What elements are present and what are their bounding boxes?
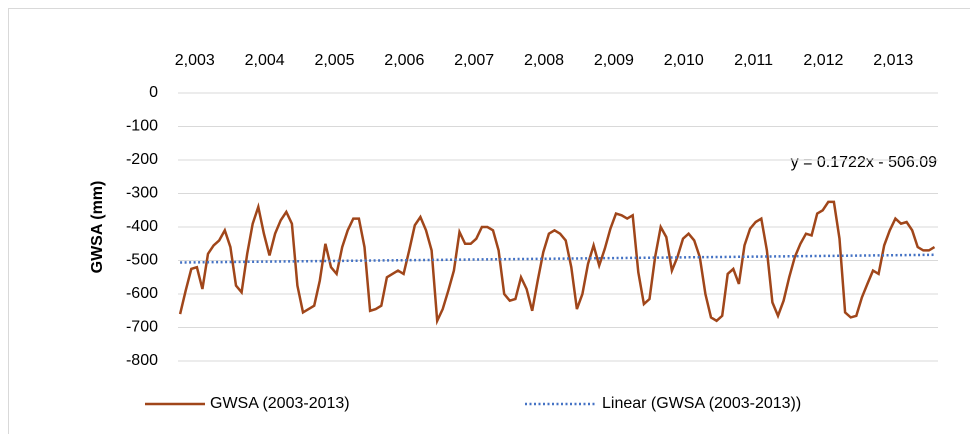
x-tick-label: 2,011: [734, 52, 773, 69]
legend-label: GWSA (2003-2013): [210, 395, 350, 412]
y-tick-label: -400: [126, 218, 158, 235]
y-tick-label: 0: [149, 84, 158, 101]
y-tick-label: -700: [126, 319, 158, 336]
x-tick-label: 2,003: [175, 52, 215, 69]
x-tick-label: 2,010: [664, 52, 704, 69]
trend-equation: y = 0.1722x - 506.09: [791, 154, 937, 171]
y-tick-label: -500: [126, 252, 158, 269]
y-tick-label: -300: [126, 185, 158, 202]
x-tick-label: 2,013: [873, 52, 913, 69]
series-line: [178, 200, 936, 326]
x-tick-label: 2,007: [454, 52, 494, 69]
x-tick-label: 2,009: [594, 52, 634, 69]
y-tick-label: -200: [126, 151, 158, 168]
legend-label: Linear (GWSA (2003-2013)): [602, 395, 801, 412]
x-tick-label: 2,004: [245, 52, 285, 69]
y-axis-label: GWSA (mm): [89, 181, 106, 274]
x-tick-label: 2,008: [524, 52, 564, 69]
x-tick-label: 2,006: [384, 52, 424, 69]
y-tick-label: -100: [126, 118, 158, 135]
x-tick-label: 2,012: [803, 52, 843, 69]
chart-border: [8, 8, 970, 434]
y-tick-label: -800: [126, 352, 158, 369]
x-tick-label: 2,005: [314, 52, 354, 69]
y-tick-label: -600: [126, 285, 158, 302]
